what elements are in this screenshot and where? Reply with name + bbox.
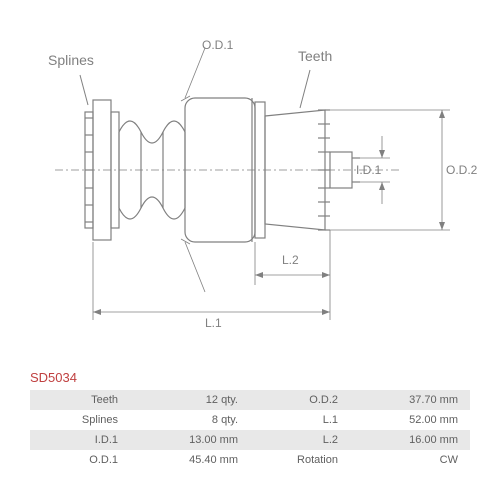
spec-value: 12 qty.: [130, 390, 250, 410]
spec-label: I.D.1: [30, 430, 130, 450]
spec-table: Teeth 12 qty. O.D.2 37.70 mm Splines 8 q…: [30, 390, 470, 470]
spec-label: Splines: [30, 410, 130, 430]
spec-value: 16.00 mm: [350, 430, 470, 450]
part-code: SD5034: [30, 370, 77, 385]
spec-value: 45.40 mm: [130, 450, 250, 470]
drawing-svg: [30, 20, 470, 350]
splines-label: Splines: [48, 52, 94, 68]
spec-value: 13.00 mm: [130, 430, 250, 450]
od1-label: O.D.1: [202, 38, 233, 52]
teeth-label: Teeth: [298, 48, 332, 64]
spec-value: CW: [350, 450, 470, 470]
spec-label: L.1: [250, 410, 350, 430]
table-row: Splines 8 qty. L.1 52.00 mm: [30, 410, 470, 430]
spec-value: 52.00 mm: [350, 410, 470, 430]
spec-label: Rotation: [250, 450, 350, 470]
table-row: I.D.1 13.00 mm L.2 16.00 mm: [30, 430, 470, 450]
spec-label: O.D.1: [30, 450, 130, 470]
l1-label: L.1: [205, 316, 222, 330]
spec-value: 37.70 mm: [350, 390, 470, 410]
table-row: Teeth 12 qty. O.D.2 37.70 mm: [30, 390, 470, 410]
table-row: O.D.1 45.40 mm Rotation CW: [30, 450, 470, 470]
spec-label: O.D.2: [250, 390, 350, 410]
id1-label: I.D.1: [356, 163, 381, 177]
spec-label: Teeth: [30, 390, 130, 410]
od2-label: O.D.2: [446, 163, 477, 177]
l2-label: L.2: [282, 253, 299, 267]
spec-label: L.2: [250, 430, 350, 450]
technical-diagram: Splines Teeth O.D.1 I.D.1 O.D.2 L.2 L.1: [30, 20, 470, 350]
spec-value: 8 qty.: [130, 410, 250, 430]
